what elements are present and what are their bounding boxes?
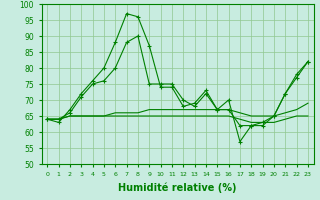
X-axis label: Humidité relative (%): Humidité relative (%): [118, 182, 237, 193]
